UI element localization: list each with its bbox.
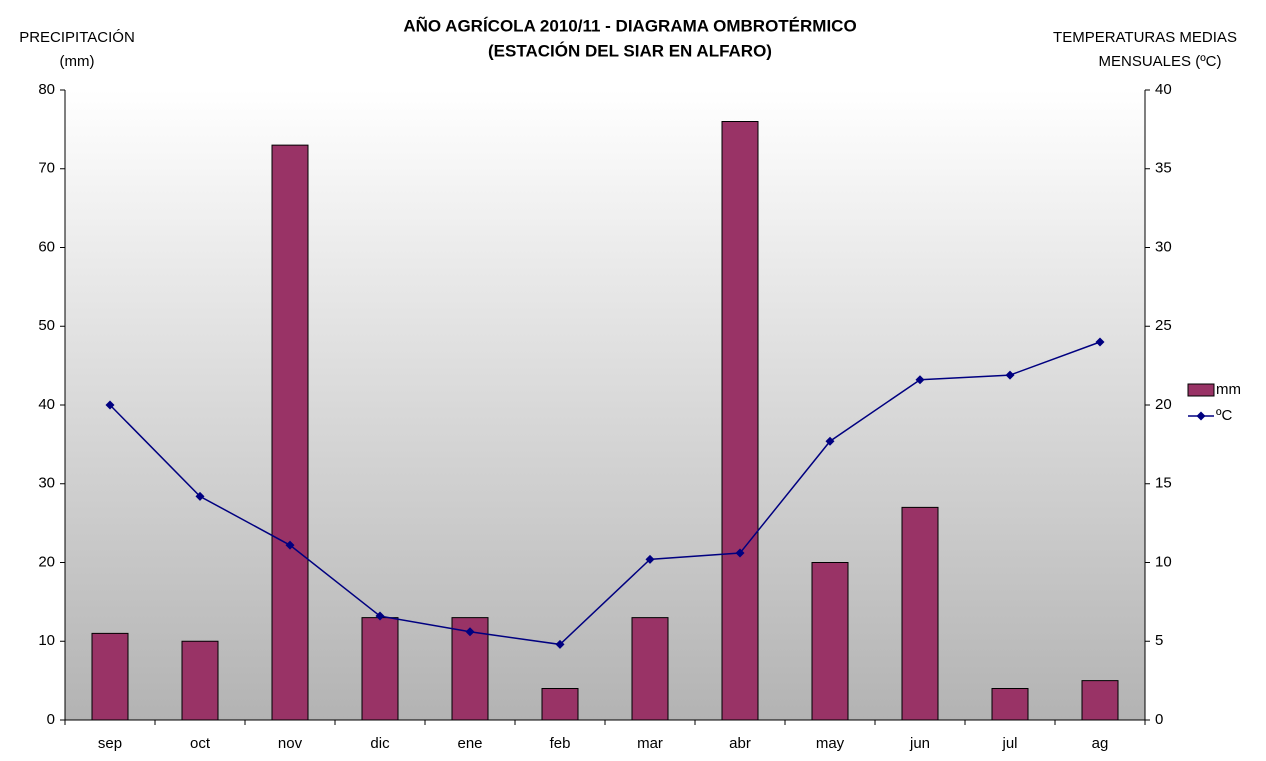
legend-swatch — [1187, 383, 1215, 397]
y-axis-label: PRECIPITACIÓN — [19, 29, 135, 46]
marker — [825, 436, 835, 446]
marker — [465, 627, 475, 637]
y-tick-label: 30 — [38, 475, 55, 492]
y2-axis-label: MENSUALES (ºC) — [1099, 53, 1222, 70]
x-tick-label: abr — [729, 735, 751, 752]
bar — [541, 688, 579, 721]
line — [109, 341, 1101, 646]
x-tick-label: oct — [190, 735, 211, 752]
y-tick-label: 70 — [38, 160, 55, 177]
y2-tick-label: 35 — [1155, 160, 1172, 177]
x-tick-label: jun — [909, 735, 930, 752]
chart-title: AÑO AGRÍCOLA 2010/11 - DIAGRAMA OMBROTÉR… — [403, 15, 856, 35]
marker — [1005, 370, 1015, 380]
marker — [645, 554, 655, 564]
y2-tick-label: 10 — [1155, 553, 1172, 570]
x-tick-label: feb — [550, 735, 571, 752]
x-tick-label: mar — [637, 735, 663, 752]
chart-subtitle: (ESTACIÓN DEL SIAR EN ALFARO) — [488, 41, 772, 60]
y-axis-label: (mm) — [60, 53, 95, 70]
y2-tick-label: 40 — [1155, 81, 1172, 98]
x-tick-label: ene — [457, 735, 482, 752]
y2-tick-label: 15 — [1155, 475, 1172, 492]
bar — [271, 144, 309, 721]
marker — [105, 400, 115, 410]
x-tick-label: nov — [278, 735, 303, 752]
marker — [735, 548, 745, 558]
x-tick-label: ag — [1092, 735, 1109, 752]
y-tick-label: 0 — [47, 711, 55, 728]
y2-tick-label: 30 — [1155, 238, 1172, 255]
bar — [1081, 680, 1119, 721]
legend-label: ºC — [1216, 407, 1232, 424]
bar — [181, 640, 219, 721]
y-tick-label: 80 — [38, 81, 55, 98]
y2-axis-label: TEMPERATURAS MEDIAS — [1053, 29, 1237, 46]
legend-swatch — [1196, 411, 1206, 421]
marker — [915, 375, 925, 385]
y2-tick-label: 0 — [1155, 711, 1163, 728]
marker — [555, 639, 565, 649]
y2-tick-label: 25 — [1155, 317, 1172, 334]
marker — [1095, 337, 1105, 347]
y-tick-label: 60 — [38, 238, 55, 255]
legend-label: mm — [1216, 381, 1241, 398]
y-tick-label: 20 — [38, 553, 55, 570]
marker — [285, 540, 295, 550]
y-tick-label: 10 — [38, 632, 55, 649]
x-tick-label: sep — [98, 735, 122, 752]
marker — [195, 491, 205, 501]
bar — [361, 617, 399, 721]
bar — [631, 617, 669, 721]
y-tick-label: 50 — [38, 317, 55, 334]
x-tick-label: may — [816, 735, 845, 752]
y2-tick-label: 20 — [1155, 396, 1172, 413]
bar — [721, 121, 759, 721]
y2-tick-label: 5 — [1155, 632, 1163, 649]
bar — [811, 562, 849, 721]
bar — [91, 632, 129, 721]
x-tick-label: dic — [370, 735, 390, 752]
bar — [901, 506, 939, 721]
y-tick-label: 40 — [38, 396, 55, 413]
x-tick-label: jul — [1001, 735, 1017, 752]
marker — [375, 611, 385, 621]
bar — [991, 688, 1029, 721]
plot-area — [65, 90, 1145, 720]
